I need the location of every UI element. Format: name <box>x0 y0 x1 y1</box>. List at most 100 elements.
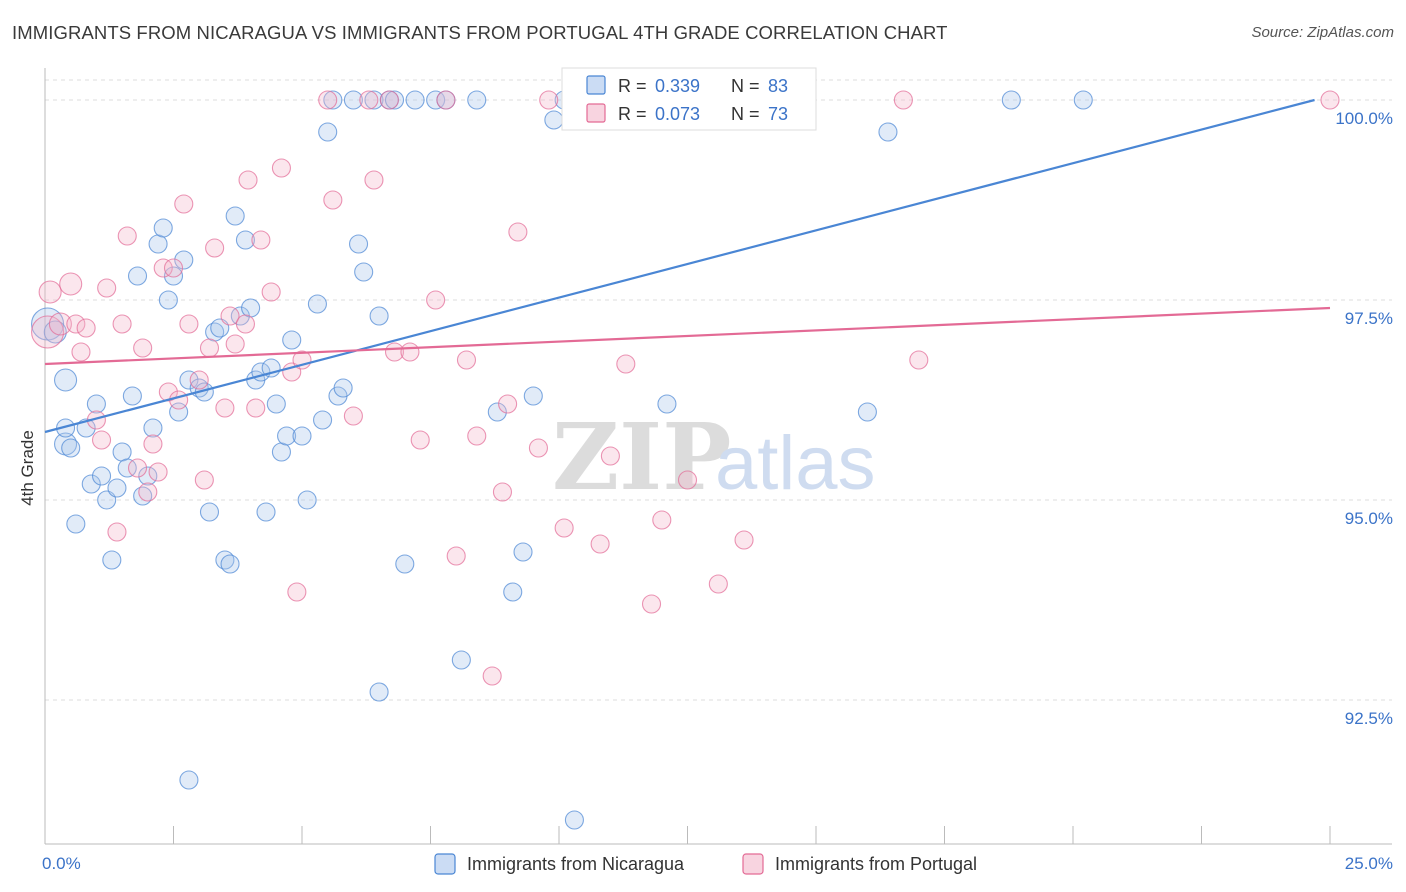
x-tick-labels: 0.0% 25.0% <box>42 854 1393 873</box>
nicaragua-point <box>343 90 363 110</box>
nicaragua-point <box>426 90 446 110</box>
nicaragua-point <box>117 458 137 478</box>
nicaragua-point <box>513 542 533 562</box>
portugal-point <box>528 438 548 458</box>
portugal-point <box>59 272 83 296</box>
portugal-point <box>138 482 158 502</box>
portugal-point <box>169 390 189 410</box>
legend-r-value: 0.339 <box>655 76 700 96</box>
legend-n-value: 83 <box>768 76 788 96</box>
nicaragua-point <box>225 206 245 226</box>
nicaragua-point <box>91 466 112 486</box>
nicaragua-point <box>179 770 199 790</box>
portugal-point <box>616 354 636 374</box>
legend-n-label: N = <box>731 104 760 124</box>
portugal-point <box>246 398 266 418</box>
nicaragua-point <box>122 386 142 406</box>
x-tick-label-min: 0.0% <box>42 854 81 873</box>
nicaragua-point <box>235 230 256 250</box>
portugal-point <box>909 350 929 370</box>
portugal-point <box>179 314 199 334</box>
watermark: ZIP atlas <box>552 403 876 511</box>
x-tick-label-max: 25.0% <box>1345 854 1393 873</box>
portugal-point <box>71 342 91 362</box>
legend-swatch-portugal <box>586 103 606 123</box>
nicaragua-point <box>395 554 415 574</box>
source-label: Source: ZipAtlas.com <box>1251 24 1394 41</box>
nicaragua-point <box>107 478 127 498</box>
nicaragua-point <box>81 474 101 494</box>
portugal-point <box>1320 90 1340 110</box>
portugal-point <box>251 230 271 250</box>
portugal-point <box>492 482 513 502</box>
nicaragua-point <box>354 262 374 282</box>
nicaragua-point <box>86 394 106 414</box>
portugal-point <box>225 334 245 354</box>
portugal-point <box>38 280 62 304</box>
nicaragua-point <box>564 810 584 830</box>
portugal-point <box>158 382 178 402</box>
legend-r-label: R = <box>618 76 647 96</box>
nicaragua-point <box>487 402 507 422</box>
nicaragua-point <box>657 394 677 414</box>
nicaragua-point <box>369 306 389 326</box>
portugal-point <box>91 430 112 450</box>
portugal-point <box>677 470 698 490</box>
series-legend: Immigrants from Nicaragua Immigrants fro… <box>434 853 977 875</box>
nicaragua-point <box>61 438 81 458</box>
portugal-point <box>590 534 610 554</box>
portugal-point <box>508 222 528 242</box>
nicaragua-point <box>266 394 286 414</box>
portugal-point <box>153 258 173 278</box>
nicaragua-trend-line <box>44 98 1315 434</box>
nicaragua-point <box>127 266 148 286</box>
watermark-zip: ZIP <box>552 403 731 511</box>
legend-series-portugal: Immigrants from Portugal <box>775 854 977 874</box>
nicaragua-point <box>179 370 199 390</box>
chart-title: IMMIGRANTS FROM NICARAGUA VS IMMIGRANTS … <box>12 22 948 43</box>
portugal-point <box>498 394 518 414</box>
portugal-point <box>163 258 184 278</box>
portugal-point <box>112 314 132 334</box>
nicaragua-point <box>405 90 425 110</box>
legend-series-nicaragua: Immigrants from Nicaragua <box>467 854 685 874</box>
nicaragua-point <box>138 466 158 486</box>
portugal-point <box>893 90 913 110</box>
nicaragua-point <box>313 410 333 430</box>
nicaragua-point <box>333 378 353 398</box>
portugal-point <box>31 315 65 349</box>
portugal-point <box>456 350 477 370</box>
portugal-point <box>426 290 446 310</box>
portugal-point <box>189 370 209 390</box>
portugal-point <box>410 430 430 450</box>
y-tick-label: 95.0% <box>1345 509 1393 528</box>
portugal-point <box>359 90 379 110</box>
portugal-point <box>323 190 343 210</box>
nicaragua-point <box>241 298 261 318</box>
portugal-point <box>174 194 194 214</box>
legend-r-label: R = <box>618 104 647 124</box>
nicaragua-point <box>271 442 291 462</box>
nicaragua-point <box>1073 90 1093 110</box>
y-tick-label: 92.5% <box>1345 709 1393 728</box>
portugal-point <box>235 314 256 334</box>
portugal-point <box>261 282 281 302</box>
nicaragua-point <box>451 650 471 670</box>
portugal-point <box>133 338 153 358</box>
portugal-point <box>148 462 168 482</box>
nicaragua-point <box>220 554 240 574</box>
portugal-point <box>117 226 137 246</box>
portugal-point <box>127 458 148 478</box>
portugal-point <box>194 470 214 490</box>
portugal-point <box>467 426 487 446</box>
nicaragua-point <box>544 110 564 130</box>
nicaragua-point <box>143 418 163 438</box>
portugal-point <box>238 170 258 190</box>
nicaragua-point <box>163 266 184 286</box>
nicaragua-point <box>503 582 523 602</box>
nicaragua-point <box>307 294 327 314</box>
portugal-point <box>641 594 662 614</box>
trend-lines <box>44 98 1331 434</box>
portugal-point <box>199 338 220 358</box>
portugal-point <box>343 406 363 426</box>
